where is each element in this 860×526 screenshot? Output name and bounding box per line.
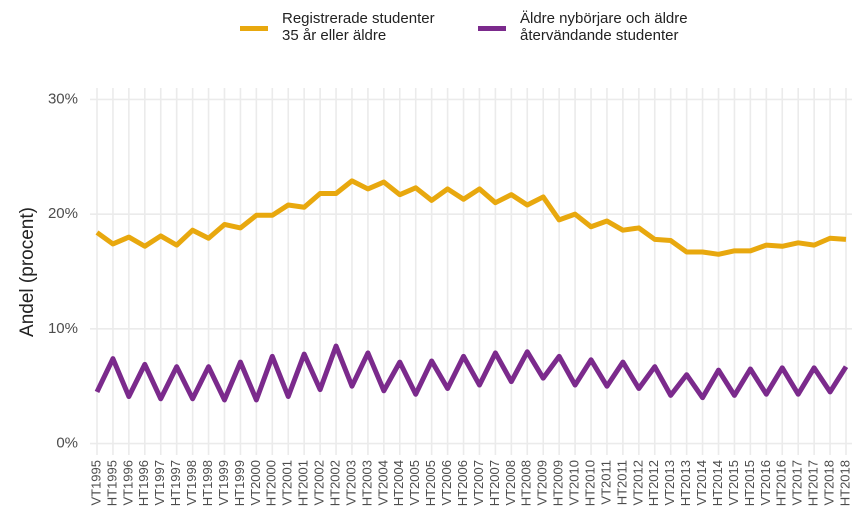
- x-tick-label: HT2016: [774, 460, 789, 506]
- x-tick-label: HT1998: [200, 460, 215, 506]
- series-line: [94, 343, 849, 403]
- x-tick-label: HT2010: [582, 460, 597, 506]
- x-tick-label: HT2017: [806, 460, 821, 506]
- x-tick-label: VT2009: [535, 460, 550, 506]
- legend-swatch: [478, 26, 506, 31]
- x-tick-label: HT2009: [551, 460, 566, 506]
- x-tick-label: VT2007: [471, 460, 486, 506]
- x-tick-label: VT2018: [822, 460, 837, 506]
- x-tick-label: HT2001: [296, 460, 311, 506]
- series-line: [95, 178, 847, 257]
- x-tick-label: VT2000: [248, 460, 263, 506]
- x-tick-label: HT2007: [487, 460, 502, 506]
- y-tick-label: 10%: [48, 320, 78, 337]
- x-tick-label: HT2018: [837, 460, 852, 506]
- x-tick-label: VT2015: [726, 460, 741, 506]
- y-tick-label: 30%: [48, 90, 78, 107]
- x-tick-label: HT2002: [327, 460, 342, 506]
- x-tick-label: VT2017: [790, 460, 805, 506]
- x-tick-label: HT2012: [646, 460, 661, 506]
- x-tick-label: VT2002: [312, 460, 327, 506]
- x-tick-label: VT2010: [567, 460, 582, 506]
- grid: [90, 88, 852, 455]
- x-tick-label: VT1998: [184, 460, 199, 506]
- x-tick-label: HT2005: [423, 460, 438, 506]
- x-tick-label: VT2003: [343, 460, 358, 506]
- x-tick-label: HT1995: [104, 460, 119, 506]
- x-tick-label: HT2004: [391, 460, 406, 506]
- x-tick-label: HT2000: [264, 460, 279, 506]
- x-tick-label: HT1997: [168, 460, 183, 506]
- x-tick-label: VT2005: [407, 460, 422, 506]
- x-tick-label: HT2006: [455, 460, 470, 506]
- x-tick-label: HT2014: [710, 460, 725, 506]
- x-tick-label: HT2011: [614, 460, 629, 505]
- x-tick-label: HT1999: [232, 460, 247, 506]
- x-tick-label: VT2012: [630, 460, 645, 506]
- y-tick-label: 0%: [56, 435, 78, 452]
- x-tick-label: VT1999: [216, 460, 231, 506]
- x-tick-label: VT2011: [598, 460, 613, 505]
- legend-swatch: [240, 26, 268, 31]
- x-tick-label: VT2013: [662, 460, 677, 506]
- legend-label: Äldre nybörjare och äldre återvändande s…: [520, 10, 688, 44]
- x-tick-label: HT2013: [678, 460, 693, 506]
- x-tick-label: VT1997: [152, 460, 167, 506]
- x-tick-label: VT2004: [375, 460, 390, 506]
- x-tick-label: HT2008: [519, 460, 534, 506]
- x-tick-label: VT2008: [503, 460, 518, 506]
- x-tick-label: VT1996: [120, 460, 135, 506]
- y-axis-label: Andel (procent): [17, 207, 38, 337]
- y-tick-label: 20%: [48, 205, 78, 222]
- x-tick-label: VT2001: [280, 460, 295, 506]
- x-tick-label: HT2003: [359, 460, 374, 506]
- x-tick-label: HT2015: [742, 460, 757, 506]
- x-tick-label: VT2016: [758, 460, 773, 506]
- x-tick-label: VT1995: [88, 460, 103, 506]
- x-tick-label: HT1996: [136, 460, 151, 506]
- x-tick-label: VT2014: [694, 460, 709, 506]
- x-tick-label: VT2006: [439, 460, 454, 506]
- legend-label: Registrerade studenter 35 år eller äldre: [282, 10, 435, 44]
